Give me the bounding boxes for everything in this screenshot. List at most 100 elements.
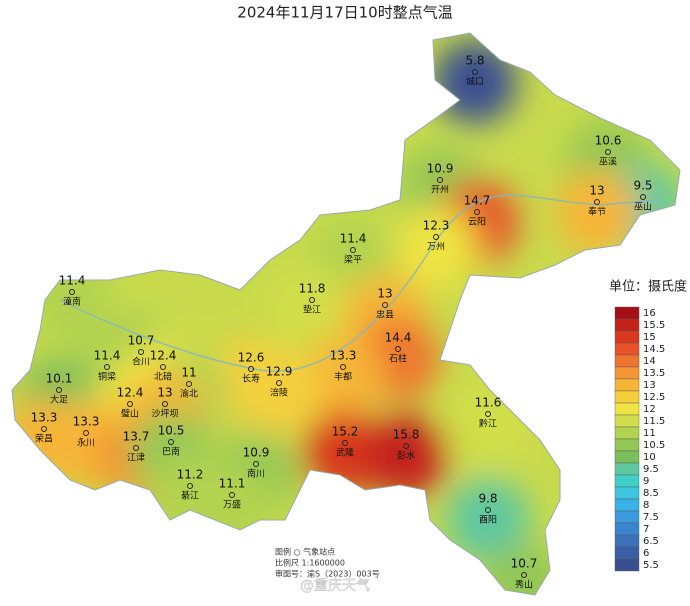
station-name: 铜梁 [98,371,116,383]
legend-label: 13.5 [643,368,665,379]
legend-label: 9.5 [643,464,659,475]
station-temp: 13.7 [123,430,150,444]
station-marker [605,149,611,155]
station-marker [472,69,478,75]
temperature-blob [364,414,448,498]
station-marker [187,483,193,489]
station-name: 大足 [50,394,68,406]
legend-swatch [614,534,640,548]
station-marker [309,297,315,303]
legend-swatch [614,450,640,464]
legend-swatch [614,438,640,452]
temperature-blob [301,335,385,419]
legend-swatch [614,354,640,368]
legend-label: 6 [643,548,649,559]
legend-swatch [614,462,640,476]
station-name: 秀山 [515,579,533,591]
station-marker [276,380,282,386]
station-marker [41,426,47,432]
map-title: 2024年11月17日10时整点气温 [237,4,452,22]
station-temp: 13.3 [31,411,58,425]
legend-swatch [614,402,640,416]
legend-swatch [614,546,640,560]
station-temp: 13 [157,386,172,400]
station-temp: 15.2 [332,425,359,439]
legend-swatch [614,330,640,344]
station-name: 丰都 [334,371,352,383]
station-name: 綦江 [181,490,199,502]
station-marker [485,411,491,417]
legend-swatch [614,426,640,440]
station-name: 北碚 [154,371,172,383]
temperature-blob [555,170,639,254]
station-temp: 14.4 [385,331,412,345]
station-marker [640,194,646,200]
station-name: 永川 [77,437,95,449]
station-name: 万州 [427,242,445,253]
legend-swatch [614,342,640,356]
station-marker [168,439,174,445]
station-temp: 9.5 [633,179,652,193]
legend-swatch [614,522,640,536]
station-temp: 12.3 [423,219,450,233]
legend-swatch [614,366,640,380]
map-outline [11,32,681,596]
legend-label: 10 [643,452,656,463]
station-marker [83,430,89,436]
station-name: 潼南 [63,296,81,308]
legend-label: 11 [643,428,656,439]
temperature-blob [482,543,566,595]
legend-label: 8.5 [643,488,659,499]
legend-label: 7.5 [643,512,659,523]
station-marker [594,199,600,205]
station-temp: 5.8 [465,54,484,68]
station-marker [138,349,144,355]
station-temp: 13 [377,287,392,301]
color-legend: 1615.51514.51413.51312.51211.51110.5109.… [614,306,665,572]
station-temp: 11.8 [299,282,326,296]
station-name: 沙坪坝 [151,409,178,420]
legend-swatch [614,486,640,500]
legend-label: 6.5 [643,536,659,547]
station-marker [342,440,348,446]
station-temp: 12.4 [150,349,177,363]
station-marker [56,387,62,393]
legend-label: 11.5 [643,416,665,427]
station-temp: 10.1 [46,372,73,386]
station-name: 涪陵 [270,387,288,399]
station-temp: 11 [181,366,196,380]
station-temp: 9.8 [478,492,497,506]
station-name: 南川 [247,468,265,480]
station-marker [69,289,75,295]
legend-label: 10.5 [643,440,665,451]
station-name: 合川 [132,356,150,368]
legend-swatch [614,306,640,320]
legend-label: 14 [643,356,656,367]
temperature-blob [394,205,478,289]
station-temp: 14.7 [464,194,491,208]
legend-label: 15.5 [643,320,665,331]
legend-label: 14.5 [643,344,665,355]
station-marker [395,346,401,352]
station-name: 垫江 [303,304,321,316]
legend-swatch [614,498,640,512]
station-name: 长寿 [242,373,260,385]
station-marker [485,507,491,513]
station-temp: 13.3 [330,349,357,363]
legend-label: 15 [643,332,656,343]
unit-label: 单位：摄氏度 [609,279,687,295]
station-marker [253,461,259,467]
station-name: 城口 [466,77,484,88]
station-name: 渝北 [180,388,198,400]
station-marker [186,381,192,387]
legend-swatch [614,378,640,392]
station-name: 璧山 [121,408,139,420]
station-marker [127,401,133,407]
station-temp: 10.9 [243,446,270,460]
station-temp: 10.7 [511,557,538,571]
station-name: 开州 [431,185,449,196]
station-name: 梁平 [344,254,362,266]
station-temp: 11.4 [94,349,121,363]
